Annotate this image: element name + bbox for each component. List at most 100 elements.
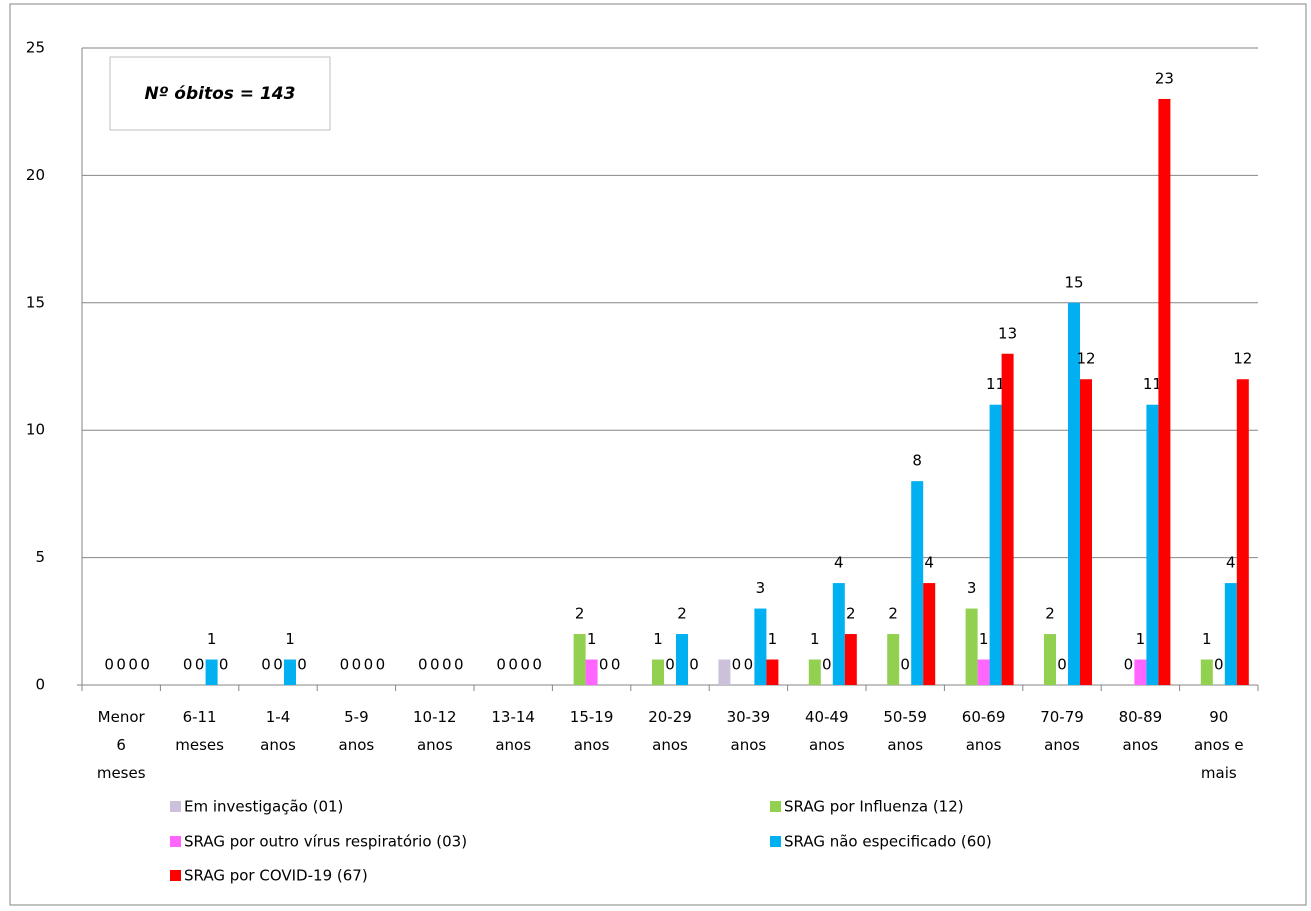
data-label: 2 [846, 605, 856, 623]
data-label: 11 [1143, 375, 1162, 393]
data-label: 0 [732, 656, 742, 674]
data-label: 0 [900, 656, 910, 674]
data-label: 0 [116, 656, 126, 674]
data-label: 0 [689, 656, 699, 674]
bar [284, 659, 296, 685]
x-tick-label: 15-19 anos [570, 708, 614, 754]
x-tick-label: 90 anos e mais [1194, 708, 1244, 782]
data-label: 4 [834, 554, 844, 572]
bar [844, 634, 857, 685]
data-label: 0 [744, 656, 754, 674]
data-label: 1 [979, 630, 989, 648]
data-label: 0 [104, 656, 114, 674]
bar [754, 608, 767, 685]
bar [1044, 634, 1056, 685]
data-label: 0 [508, 656, 518, 674]
data-label: 2 [677, 605, 687, 623]
data-label: 1 [587, 630, 597, 648]
bar [766, 659, 779, 685]
bar [887, 634, 900, 685]
data-label: 15 [1064, 273, 1083, 291]
data-label: 3 [756, 579, 766, 597]
legend-swatch [170, 836, 181, 847]
data-label: 0 [273, 656, 283, 674]
y-tick-label: 25 [26, 39, 45, 57]
annotation: Nº óbitos = 143 [145, 84, 296, 104]
x-tick-label: 70-79 anos [1040, 708, 1084, 754]
data-label: 1 [285, 630, 295, 648]
legend-label: SRAG não especificado (60) [784, 833, 992, 851]
data-label: 0 [599, 656, 609, 674]
data-label: 0 [1057, 656, 1067, 674]
data-label: 0 [140, 656, 150, 674]
x-tick-label: 50-59 anos [883, 708, 927, 754]
bar [585, 659, 598, 685]
data-label: 0 [219, 656, 229, 674]
bar [1224, 583, 1237, 685]
data-label: 0 [1124, 656, 1134, 674]
data-label: 0 [195, 656, 205, 674]
bar [1146, 404, 1159, 685]
bar [977, 659, 990, 685]
legend-label: Em investigação (01) [184, 798, 343, 816]
bar [1068, 302, 1080, 685]
data-label: 0 [1214, 656, 1224, 674]
bar [1134, 659, 1147, 685]
data-label: 0 [261, 656, 271, 674]
chart-frame [9, 3, 1307, 906]
data-label: 0 [183, 656, 193, 674]
bar [1001, 353, 1014, 685]
data-label: 12 [1233, 350, 1252, 368]
data-label: 0 [520, 656, 530, 674]
data-label: 3 [967, 579, 977, 597]
x-tick-label: 60-69 anos [962, 708, 1006, 754]
legend-swatch [170, 870, 181, 881]
bar [676, 634, 688, 685]
bar [808, 659, 821, 685]
x-tick-label: 40-49 anos [805, 708, 849, 754]
x-tick-label: 10-12 anos [413, 708, 457, 754]
y-tick-label: 10 [26, 421, 45, 439]
data-label: 1 [1136, 630, 1146, 648]
bar [573, 634, 586, 685]
y-tick-label: 20 [26, 166, 45, 184]
y-tick-label: 15 [26, 293, 45, 311]
data-label: 1 [207, 630, 217, 648]
data-label: 11 [986, 375, 1005, 393]
bar [1236, 379, 1249, 685]
legend-label: SRAG por outro vírus respiratório (03) [184, 833, 467, 851]
data-label: 0 [496, 656, 506, 674]
legend-label: SRAG por COVID-19 (67) [184, 867, 368, 885]
data-label: 1 [653, 630, 663, 648]
x-tick-label: 1-4 anos [260, 708, 296, 754]
data-label: 1 [810, 630, 820, 648]
data-label: 4 [1226, 554, 1236, 572]
data-label: 1 [1202, 630, 1212, 648]
annotation-box [109, 56, 331, 131]
y-tick-label: 0 [35, 676, 45, 694]
data-label: 1 [768, 630, 778, 648]
data-label: 4 [924, 554, 934, 572]
data-label: 0 [665, 656, 675, 674]
data-label: 2 [1045, 605, 1055, 623]
x-tick-label: 80-89 anos [1119, 708, 1163, 754]
bar [1200, 659, 1213, 685]
data-label: 0 [442, 656, 452, 674]
data-label: 0 [128, 656, 138, 674]
data-label: 0 [430, 656, 440, 674]
y-tick-label: 5 [35, 548, 45, 566]
data-label: 12 [1076, 350, 1095, 368]
data-label: 0 [532, 656, 542, 674]
bar [923, 583, 936, 685]
data-label: 0 [454, 656, 464, 674]
legend-swatch [170, 801, 181, 812]
data-label: 0 [297, 656, 307, 674]
bar [1158, 98, 1171, 685]
legend-swatch [770, 836, 781, 847]
x-tick-label: 20-29 anos [648, 708, 692, 754]
legend-swatch [770, 801, 781, 812]
x-tick-label: 5-9 anos [339, 708, 375, 754]
bar [965, 608, 978, 685]
data-label: 2 [575, 605, 585, 623]
bar [718, 659, 731, 685]
